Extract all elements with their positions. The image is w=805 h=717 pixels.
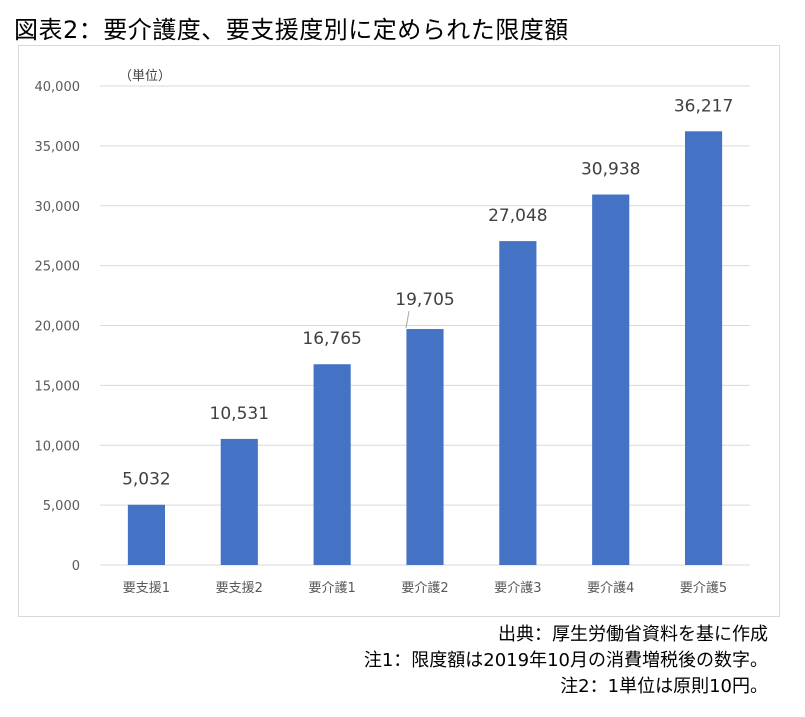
data-label: 30,938: [581, 160, 640, 180]
y-tick-label: 10,000: [35, 439, 81, 454]
y-tick-label: 15,000: [35, 379, 81, 394]
x-tick-label: 要介護3: [494, 580, 541, 596]
data-label-leader: [405, 310, 410, 329]
y-tick-label: 30,000: [35, 200, 81, 215]
x-tick-label: 要支援2: [216, 581, 263, 596]
page-title: 図表2：要介護度、要支援度別に定められた限度額: [14, 16, 569, 44]
data-label: 5,032: [122, 470, 171, 490]
source-note: 出典：厚生労働省資料を基に作成: [498, 624, 768, 645]
y-tick-label: 20,000: [35, 320, 81, 335]
x-tick-label: 要介護4: [587, 580, 634, 596]
data-label: 16,765: [302, 329, 361, 349]
x-tick-label: 要介護2: [401, 580, 448, 596]
bar: [127, 504, 165, 565]
y-tick-label: 40,000: [35, 80, 81, 95]
data-label: 36,217: [674, 96, 733, 116]
bar: [499, 241, 537, 565]
x-tick-label: 要支援1: [123, 581, 170, 596]
chart-area: 0 5,000 10,000 15,000 20,000 25,000 30,000 35,0…: [18, 45, 780, 617]
y-tick-label: 0: [72, 559, 80, 574]
bar-chart: 0 5,000 10,000 15,000 20,000 25,000 30,000 35,0…: [35, 68, 750, 596]
unit-label: （単位）: [119, 68, 171, 84]
bar: [406, 329, 444, 565]
data-label: 10,531: [210, 404, 269, 424]
x-tick-label: 要介護1: [309, 580, 356, 596]
bar: [592, 194, 630, 565]
notes: 出典：厚生労働省資料を基に作成 注1：限度額は2019年10月の消費増税後の数字…: [364, 622, 768, 700]
bar: [685, 131, 723, 565]
note-1: 注1：限度額は2019年10月の消費増税後の数字。: [363, 650, 768, 671]
data-label: 19,705: [395, 290, 454, 310]
y-tick-label: 25,000: [35, 260, 81, 275]
x-tick-label: 要介護5: [680, 580, 727, 596]
y-tick-label: 35,000: [35, 140, 81, 155]
data-label: 27,048: [488, 206, 547, 226]
y-tick-label: 5,000: [43, 499, 80, 514]
bar: [220, 438, 258, 565]
bar: [313, 364, 351, 565]
note-2: 注2：1単位は原則10円。: [560, 676, 768, 697]
